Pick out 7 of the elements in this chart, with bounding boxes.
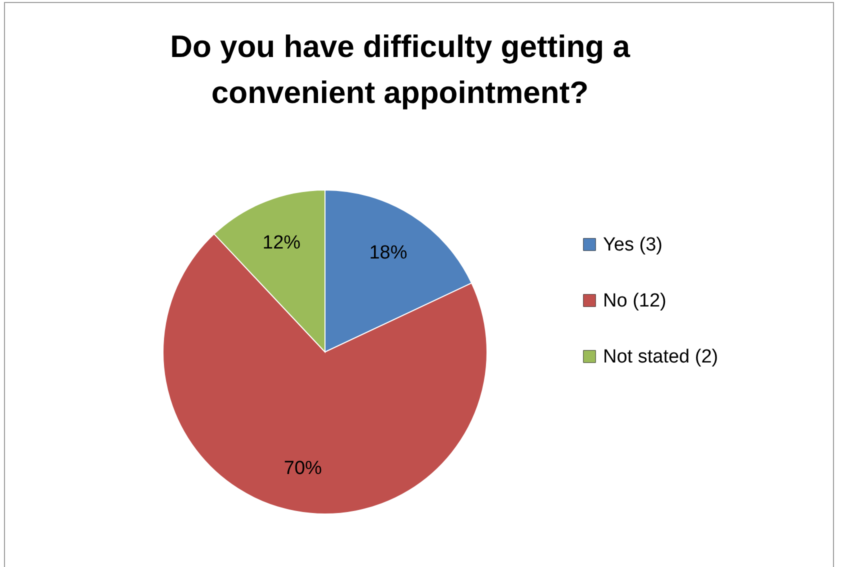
data-label: 12% — [262, 232, 301, 254]
data-label: 70% — [284, 458, 322, 479]
legend-label: Not stated (2) — [603, 346, 718, 368]
data-label: 18% — [369, 242, 408, 264]
legend-label: Yes (3) — [603, 234, 662, 256]
chart-title: Do you have difficulty getting a convenient appointment? — [170, 29, 631, 110]
legend-label: No (12) — [603, 290, 666, 312]
